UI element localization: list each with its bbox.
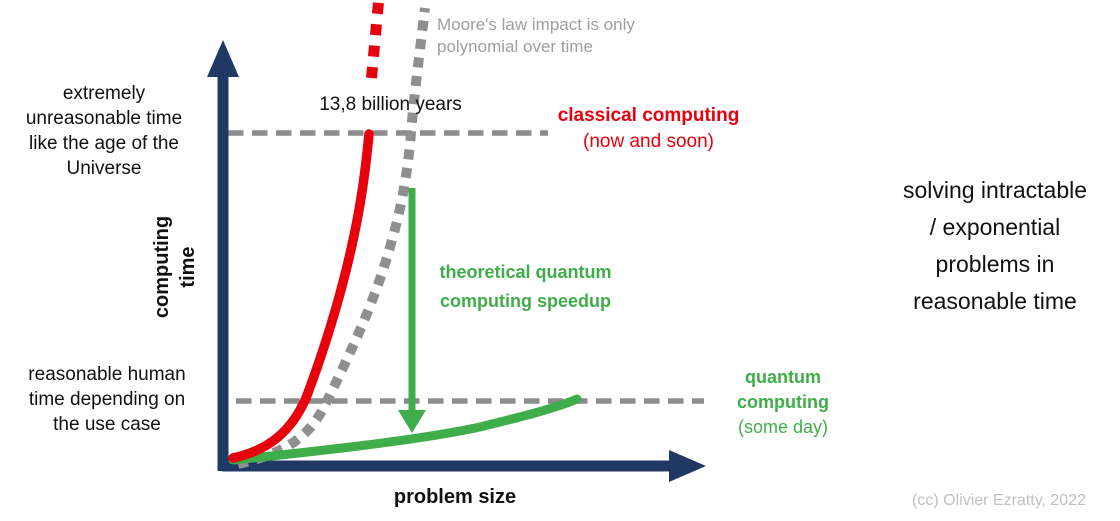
quantum-computing-name: quantum — [745, 367, 821, 387]
unreasonable-time-label: extremely unreasonable time like the age… — [8, 81, 200, 181]
moores-law-note: Moore's law impact is only polynomial ov… — [437, 14, 697, 58]
unreasonable-time-line: Universe — [66, 158, 142, 179]
moores-law-note-line: polynomial over time — [437, 37, 593, 56]
speedup-label-line: theoretical quantum — [439, 262, 612, 282]
x-axis-label: problem size — [393, 486, 517, 508]
y-axis-label: computing time — [149, 187, 203, 347]
y-axis-label-line: computing — [151, 215, 173, 319]
reasonable-time-line: the use case — [53, 414, 161, 435]
unreasonable-time-line: extremely — [62, 83, 146, 104]
x-axis-arrowhead-icon — [669, 450, 706, 482]
y-axis-label-line: time — [177, 246, 199, 288]
reasonable-time-label: reasonable human time depending on the u… — [8, 362, 206, 437]
age-of-universe-label: 13,8 billion years — [319, 94, 462, 115]
speedup-label: theoretical quantum computing speedup — [413, 258, 638, 316]
classical-curve — [228, 129, 374, 463]
speedup-label-line: computing speedup — [440, 291, 611, 311]
classical-computing-label: classical computing (now and soon) — [546, 103, 751, 155]
solving-intractable-line: / exponential — [929, 214, 1061, 240]
unreasonable-time-line: unreasonable time — [25, 108, 183, 129]
unreasonable-time-line: like the age of the — [29, 133, 179, 154]
solving-intractable-line: solving intractable — [902, 177, 1088, 203]
classical-computing-name: classical computing — [557, 105, 740, 126]
classical-curve-dotted-extension — [366, 1, 384, 79]
quantum-curve — [228, 394, 582, 465]
speedup-arrowhead-icon — [398, 410, 426, 433]
quantum-computing-label: quantum computing (some day) — [714, 365, 852, 440]
reasonable-time-line: reasonable human — [28, 364, 186, 385]
solving-intractable-note: solving intractable / exponential proble… — [866, 172, 1120, 320]
classical-computing-timing: (now and soon) — [583, 131, 714, 152]
moores-law-note-line: Moore's law impact is only — [437, 15, 635, 34]
solving-intractable-line: problems in — [935, 251, 1055, 277]
reasonable-time-line: time depending on — [28, 389, 186, 410]
moores-law-curve — [236, 7, 430, 469]
credit-label: (cc) Olivier Ezratty, 2022 — [912, 492, 1086, 509]
y-axis-arrowhead-icon — [207, 40, 239, 77]
quantum-computing-timing: (some day) — [737, 417, 829, 437]
solving-intractable-line: reasonable time — [913, 288, 1077, 314]
quantum-computing-name: computing — [737, 392, 829, 412]
